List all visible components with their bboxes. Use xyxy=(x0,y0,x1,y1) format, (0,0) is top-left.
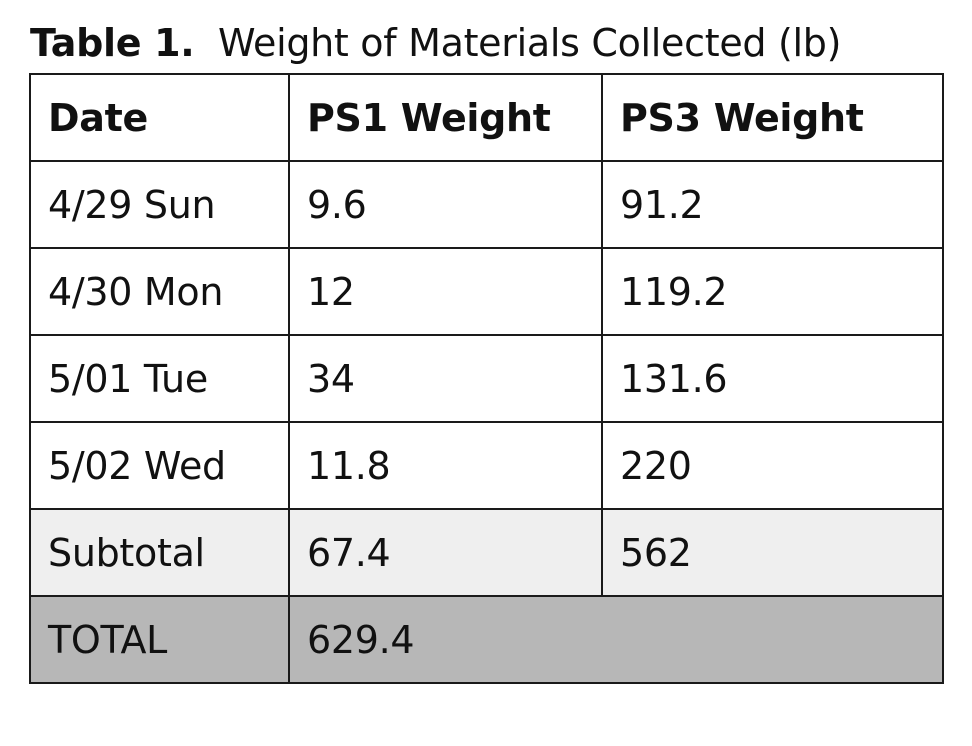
subtotal-ps1-weight: 67.4 xyxy=(288,508,603,597)
total-value: 629.4 xyxy=(288,595,944,684)
cell-ps1-weight: 11.8 xyxy=(288,421,603,510)
cell-date: 5/02 Wed xyxy=(29,421,290,510)
cell-date: 5/01 Tue xyxy=(29,334,290,423)
subtotal-row: Subtotal 67.4 562 xyxy=(29,508,944,597)
table-row: 5/02 Wed 11.8 220 xyxy=(29,421,944,510)
header-row: Date PS1 Weight PS3 Weight xyxy=(29,73,944,162)
cell-date: 4/30 Mon xyxy=(29,247,290,336)
table-row: 4/29 Sun 9.6 91.2 xyxy=(29,160,944,249)
header-ps3-weight: PS3 Weight xyxy=(601,73,944,162)
cell-ps1-weight: 9.6 xyxy=(288,160,603,249)
cell-ps3-weight: 131.6 xyxy=(601,334,944,423)
header-date: Date xyxy=(29,73,290,162)
cell-ps3-weight: 220 xyxy=(601,421,944,510)
total-row: TOTAL 629.4 xyxy=(29,595,944,684)
total-label: TOTAL xyxy=(29,595,290,684)
cell-ps1-weight: 34 xyxy=(288,334,603,423)
table-row: 4/30 Mon 12 119.2 xyxy=(29,247,944,336)
cell-ps1-weight: 12 xyxy=(288,247,603,336)
cell-date: 4/29 Sun xyxy=(29,160,290,249)
header-ps1-weight: PS1 Weight xyxy=(288,73,603,162)
subtotal-label: Subtotal xyxy=(29,508,290,597)
cell-ps3-weight: 91.2 xyxy=(601,160,944,249)
caption-label: Table 1. xyxy=(30,21,195,65)
subtotal-ps3-weight: 562 xyxy=(601,508,944,597)
table-caption: Table 1. Weight of Materials Collected (… xyxy=(30,18,841,68)
cell-ps3-weight: 119.2 xyxy=(601,247,944,336)
caption-text: Weight of Materials Collected (lb) xyxy=(217,21,842,65)
materials-weight-table: Date PS1 Weight PS3 Weight 4/29 Sun 9.6 … xyxy=(29,73,944,684)
table-row: 5/01 Tue 34 131.6 xyxy=(29,334,944,423)
